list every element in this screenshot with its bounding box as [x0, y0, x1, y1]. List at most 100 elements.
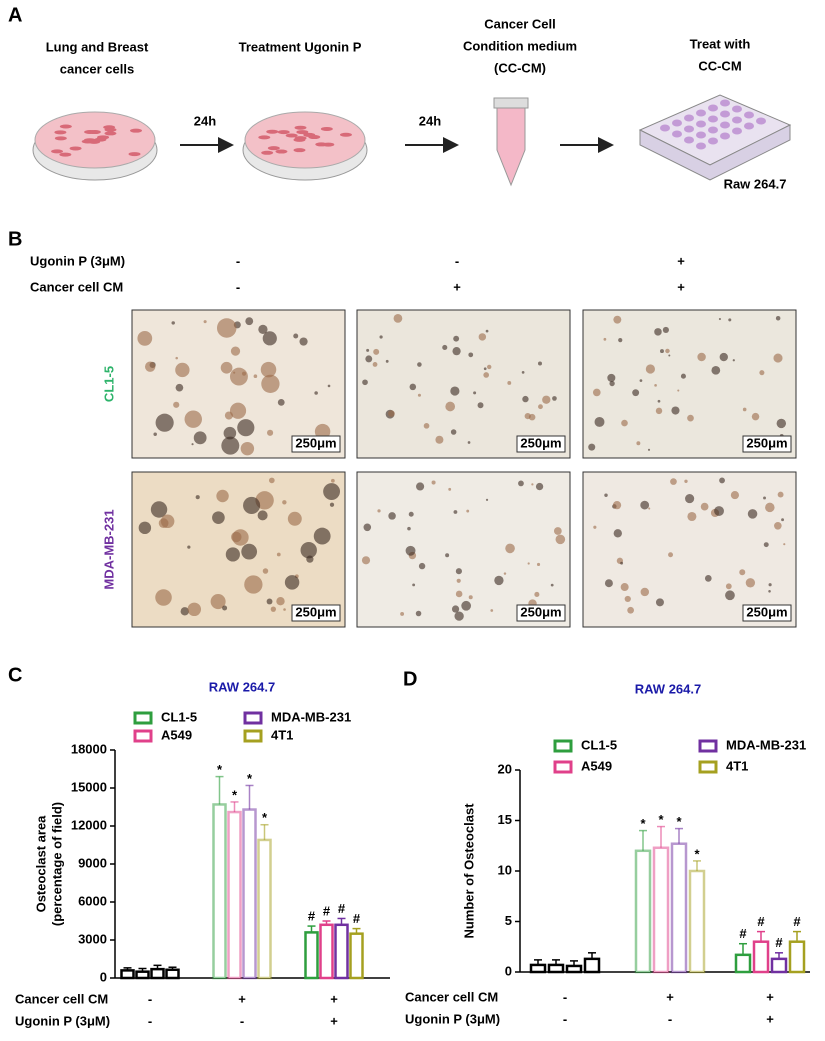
legend-label: MDA-MB-231 [726, 737, 806, 752]
cell [104, 127, 117, 132]
stain [203, 320, 207, 324]
cell [54, 136, 67, 141]
bar [212, 803, 227, 980]
stain [684, 479, 688, 483]
stain [609, 380, 615, 387]
cell [51, 149, 64, 154]
stain [423, 422, 430, 429]
cell [294, 136, 307, 141]
y-axis-label: Osteoclast area [33, 815, 48, 913]
stain [657, 399, 661, 403]
stain [490, 609, 494, 612]
legend-label: A549 [581, 758, 612, 773]
bar [752, 940, 770, 974]
cell [277, 130, 290, 135]
y-tick-label: 18000 [71, 741, 107, 756]
stain [618, 337, 623, 343]
condition-value: - [148, 991, 152, 1006]
significance-mark: * [262, 810, 268, 825]
stain [283, 608, 286, 611]
stain [187, 545, 191, 549]
stain [442, 344, 448, 351]
significance-mark: # [353, 911, 361, 926]
stain [195, 495, 200, 500]
y-tick-label: 3000 [78, 931, 107, 946]
well [732, 105, 742, 113]
tube-illustration [493, 97, 529, 187]
stain [593, 525, 597, 529]
stain [187, 602, 202, 617]
stain [363, 523, 372, 532]
cell [294, 125, 307, 130]
stain [230, 346, 241, 356]
stain [550, 583, 554, 587]
significance-mark: # [757, 914, 765, 929]
stain [613, 529, 622, 538]
stain [671, 406, 680, 415]
stain [253, 374, 258, 379]
stain [220, 361, 233, 374]
condition-value: - [236, 253, 240, 268]
condition-value: + [766, 989, 774, 1004]
step-title: (CC-CM) [494, 60, 546, 75]
legend-swatch [133, 711, 153, 725]
stain [776, 418, 787, 429]
significance-mark: # [308, 909, 316, 924]
bar [583, 957, 601, 974]
condition-value: + [666, 989, 674, 1004]
well [696, 142, 706, 150]
stain [453, 335, 460, 342]
well [672, 119, 682, 127]
stain [725, 583, 732, 590]
stain [536, 562, 541, 567]
stain [647, 448, 651, 451]
stain [477, 402, 484, 409]
stain [640, 587, 650, 597]
y-tick-label: 15 [498, 812, 512, 827]
stain [483, 372, 490, 378]
stain [408, 511, 414, 517]
stain [687, 414, 694, 422]
stain [624, 595, 631, 603]
scale-bar-label: 250μm [520, 435, 561, 450]
stain [243, 496, 261, 515]
stain [260, 361, 277, 378]
stain [751, 412, 760, 421]
bar [242, 808, 257, 980]
stain [331, 478, 335, 483]
stain [261, 374, 280, 394]
well [720, 132, 730, 140]
stain [144, 361, 156, 372]
stain [450, 429, 457, 435]
well [684, 114, 694, 122]
significance-mark: * [694, 846, 700, 861]
legend-label: CL1-5 [581, 737, 617, 752]
stain [555, 534, 566, 545]
stain [768, 590, 771, 593]
stain [277, 398, 285, 406]
well [696, 131, 706, 139]
stain [150, 501, 168, 518]
row-label: CL1-5 [101, 366, 116, 402]
stain [270, 606, 277, 612]
bar [349, 932, 364, 980]
stain [184, 410, 202, 428]
y-axis-label: (percentage of field) [49, 802, 64, 926]
stain [604, 579, 613, 588]
stain [388, 512, 396, 520]
significance-mark: * [232, 787, 238, 802]
stain [768, 583, 772, 587]
stain [685, 494, 695, 504]
cell [84, 129, 97, 134]
stain [604, 493, 608, 497]
stain [621, 419, 628, 427]
stain [518, 480, 524, 487]
stain [654, 328, 662, 336]
panel-label: B [8, 228, 22, 250]
stain [454, 611, 464, 621]
stain [535, 482, 544, 491]
cell [339, 132, 352, 137]
stain [258, 324, 268, 335]
stain [245, 317, 254, 326]
stain [538, 361, 542, 366]
